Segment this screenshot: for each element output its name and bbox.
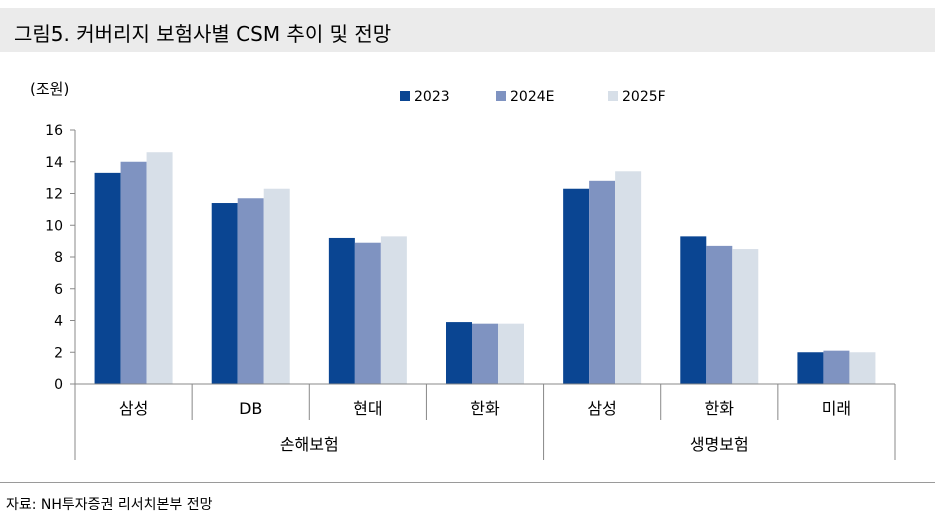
bar-2023-0 [94, 172, 121, 384]
y-tick-label: 16 [45, 123, 63, 139]
bar-2025f-1 [263, 188, 290, 384]
bar-2025f-3 [498, 323, 524, 384]
bar-chart: (조원) 2023 2024E 2025F 0 2 4 6 8 10 12 14 16 삼성 DB 현대 한화 삼… [30, 80, 896, 460]
bar-2023-6 [797, 352, 824, 384]
legend-swatch-2025f [608, 91, 618, 101]
bar-2025f-4 [615, 171, 642, 384]
x-tick-label-1: DB [239, 399, 262, 418]
legend-label-2023: 2023 [414, 89, 450, 105]
legend-swatch-2024e [496, 91, 506, 101]
x-tick-label-0: 삼성 [119, 399, 148, 418]
y-tick-label: 0 [54, 377, 63, 393]
figure-title: 그림5. 커버리지 보험사별 CSM 추이 및 전망 [14, 22, 392, 46]
bar-2025f-6 [849, 352, 876, 384]
y-unit-label: (조원) [30, 80, 69, 98]
y-tick-label: 8 [54, 250, 63, 266]
bar-2024e-4 [589, 180, 616, 384]
legend-swatch-2023 [400, 91, 410, 101]
bar-2024e-5 [706, 245, 733, 384]
bar-2023-3 [446, 322, 472, 384]
x-tick-label-3: 한화 [470, 399, 500, 418]
bar-2025f-0 [146, 152, 173, 384]
bar-2023-5 [680, 236, 707, 384]
bar-2025f-2 [380, 236, 407, 384]
legend-label-2024e: 2024E [510, 89, 554, 105]
bar-2023-2 [328, 237, 355, 384]
bar-2024e-2 [354, 242, 381, 384]
x-tick-label-2: 현대 [353, 399, 382, 418]
group-label-1: 생명보험 [690, 435, 749, 454]
y-tick-label: 2 [54, 345, 63, 361]
y-tick-label: 6 [54, 282, 63, 298]
group-label-0: 손해보험 [280, 435, 339, 454]
bar-2024e-0 [120, 161, 147, 384]
x-tick-label-5: 한화 [705, 399, 735, 418]
x-tick-label-6: 미래 [822, 399, 851, 418]
x-tick-label-4: 삼성 [587, 399, 616, 418]
bar-2024e-3 [472, 323, 498, 384]
bottom-rule [0, 482, 935, 483]
bar-2023-4 [563, 188, 590, 384]
bar-2023-1 [211, 203, 238, 384]
y-tick-label: 4 [54, 314, 63, 330]
y-tick-label: 14 [45, 155, 63, 171]
legend-label-2025f: 2025F [622, 89, 666, 105]
bar-2024e-6 [823, 350, 850, 384]
y-tick-label: 10 [45, 218, 63, 234]
title-bar: 그림5. 커버리지 보험사별 CSM 추이 및 전망 [0, 8, 935, 52]
bar-2024e-1 [237, 198, 264, 384]
bar-2025f-5 [732, 249, 759, 384]
y-tick-label: 12 [45, 187, 63, 203]
source-note: 자료: NH투자증권 리서치본부 전망 [6, 497, 213, 513]
